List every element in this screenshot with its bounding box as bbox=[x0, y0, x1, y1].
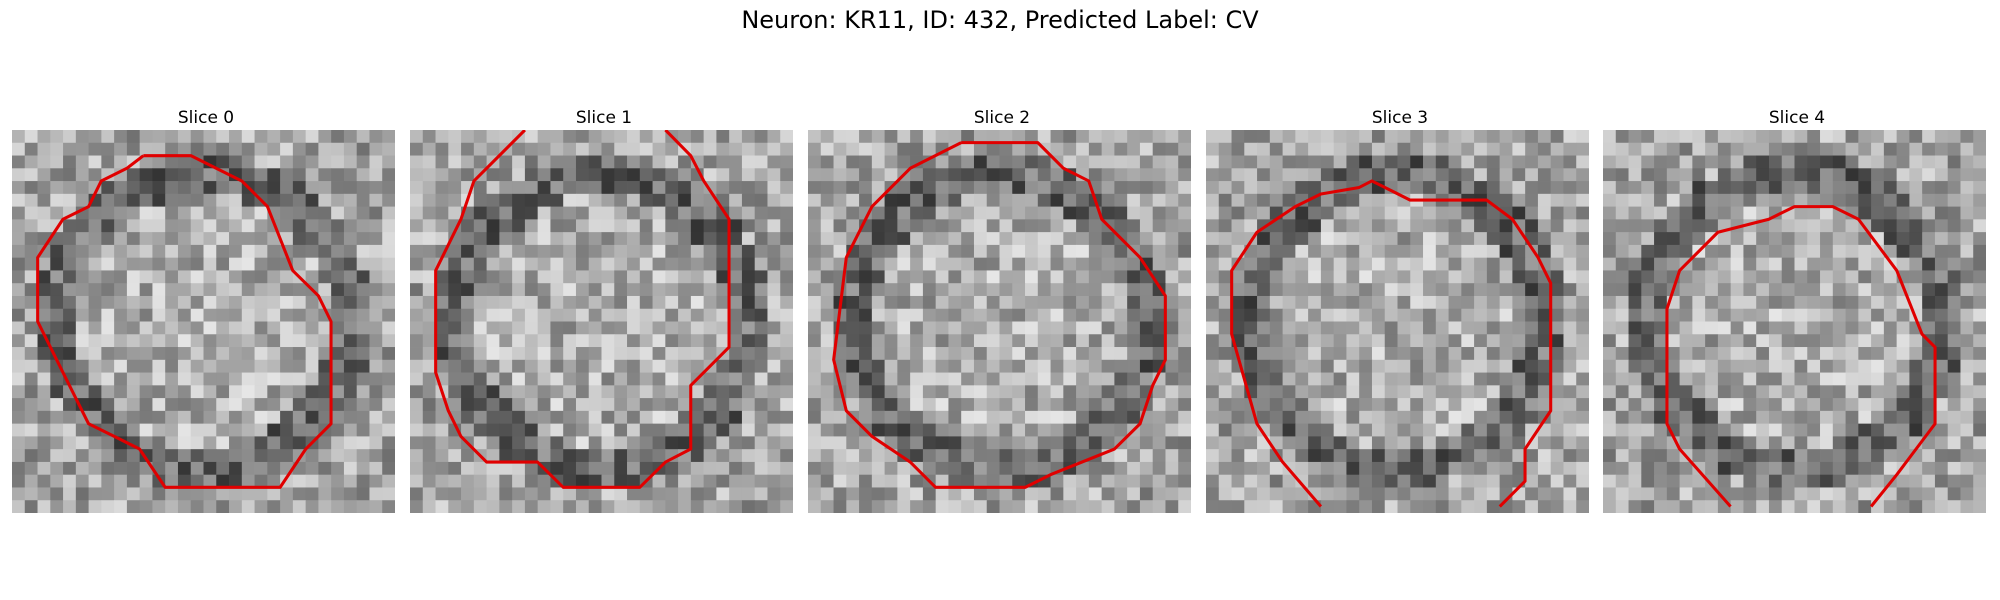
slice-title-4: Slice 4 bbox=[1768, 108, 1826, 128]
slice-image-4 bbox=[1603, 130, 1986, 513]
slice-image-2 bbox=[808, 130, 1191, 513]
pixel-grid bbox=[12, 130, 395, 513]
slice-panel-0: Slice 0 bbox=[12, 106, 400, 513]
cell-contour bbox=[1665, 205, 1937, 508]
slice-image-3 bbox=[1206, 130, 1589, 513]
slice-image-0 bbox=[12, 130, 395, 513]
slice-panel-1: Slice 1 bbox=[410, 106, 798, 513]
pixel-grid bbox=[410, 130, 793, 513]
pixel-grid bbox=[808, 130, 1191, 513]
slice-panel-3: Slice 3 bbox=[1206, 106, 1594, 513]
slice-panel-2: Slice 2 bbox=[808, 106, 1196, 513]
slice-title-3: Slice 3 bbox=[1371, 108, 1429, 128]
slice-panel-4: Slice 4 bbox=[1603, 106, 1991, 513]
cell-contour bbox=[832, 141, 1167, 489]
pixel-grid bbox=[1206, 130, 1589, 513]
slice-title-2: Slice 2 bbox=[973, 108, 1031, 128]
slice-image-1 bbox=[410, 130, 793, 513]
cell-contour bbox=[36, 154, 333, 489]
pixel-grid bbox=[1603, 130, 1986, 513]
figure-title: Neuron: KR11, ID: 432, Predicted Label: … bbox=[741, 6, 1259, 34]
cell-contour bbox=[434, 130, 731, 489]
cell-contour bbox=[1230, 179, 1553, 508]
slice-title-1: Slice 1 bbox=[575, 108, 633, 128]
slice-title-0: Slice 0 bbox=[177, 108, 235, 128]
